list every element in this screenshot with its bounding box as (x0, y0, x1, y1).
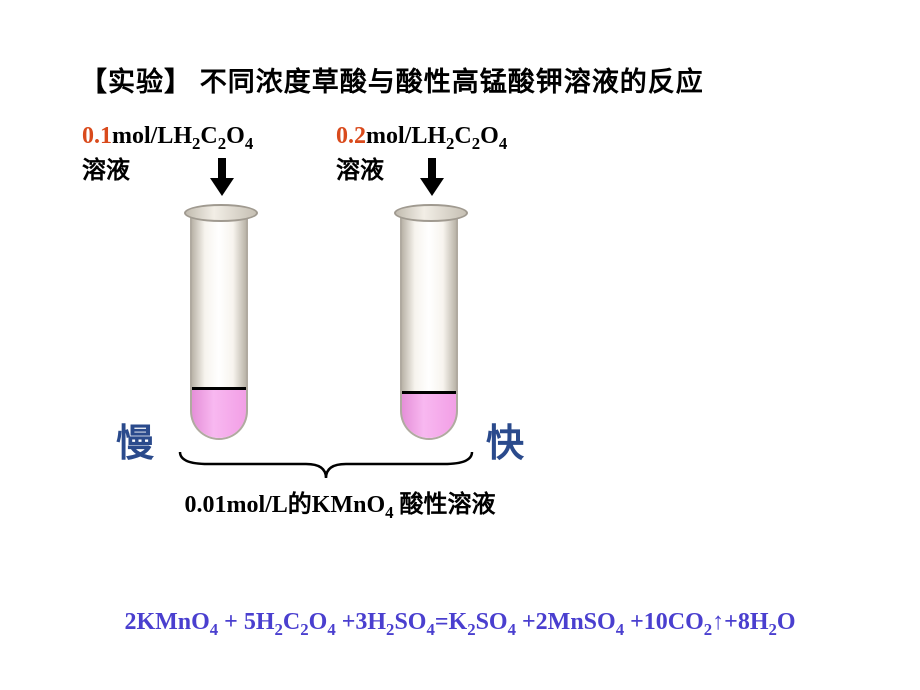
experiment-title: 【实验】 不同浓度草酸与酸性高锰酸钾溶液的反应 (80, 60, 704, 99)
left-formula: mol/LH2C2O4 (112, 123, 253, 149)
left-arrow-icon (210, 158, 232, 198)
chemical-equation: 2KMnO4 + 5H2C2O4 +3H2SO4=K2SO4 +2MnSO4 +… (0, 609, 920, 640)
right-conc-value: 0.2 (336, 123, 366, 149)
right-solution-word: 溶液 (336, 158, 384, 184)
left-test-tube (190, 206, 248, 446)
left-solution-word: 溶液 (82, 158, 130, 184)
left-conc-value: 0.1 (82, 123, 112, 149)
left-tube-body (190, 212, 248, 440)
right-speed-label: 快 (486, 412, 524, 467)
right-test-tube (400, 206, 458, 446)
right-arrow-icon (420, 158, 442, 198)
left-tube-rim (184, 204, 258, 222)
left-speed-label: 慢 (116, 412, 154, 467)
left-tube-liquid (192, 387, 246, 438)
right-tube-liquid (402, 391, 456, 438)
right-tube-rim (394, 204, 468, 222)
brace-icon (178, 450, 474, 480)
bottom-solution-label: 0.01mol/L的KMnO4 酸性溶液 (130, 484, 550, 523)
right-tube-body (400, 212, 458, 440)
right-formula: mol/LH2C2O4 (366, 123, 507, 149)
